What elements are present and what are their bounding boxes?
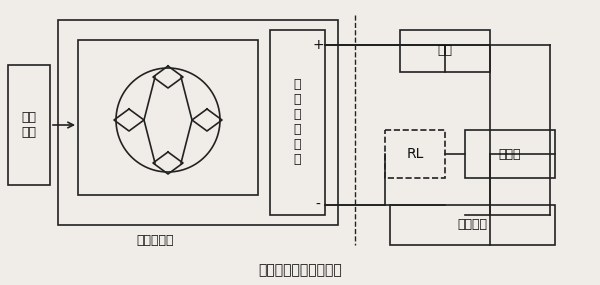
Bar (270, 30, 325, 215)
Text: 电源: 电源 (437, 44, 452, 58)
Bar (390, 205, 555, 245)
Bar (385, 130, 445, 178)
Text: +: + (312, 38, 324, 52)
Text: 用户系统: 用户系统 (457, 219, 487, 231)
Bar (58, 20, 338, 225)
Text: 压力
信号: 压力 信号 (22, 111, 37, 139)
Bar (8, 65, 50, 185)
Bar (78, 40, 258, 195)
Text: 二次表: 二次表 (499, 148, 521, 160)
Text: RL: RL (406, 147, 424, 161)
Text: 信
号
处
理
电
路: 信 号 处 理 电 路 (293, 78, 301, 166)
Bar (400, 30, 490, 72)
Text: -: - (316, 198, 320, 212)
Text: 变送器部分: 变送器部分 (136, 233, 174, 247)
Text: 压力变送器工作原理图: 压力变送器工作原理图 (258, 263, 342, 277)
Bar (465, 130, 555, 178)
